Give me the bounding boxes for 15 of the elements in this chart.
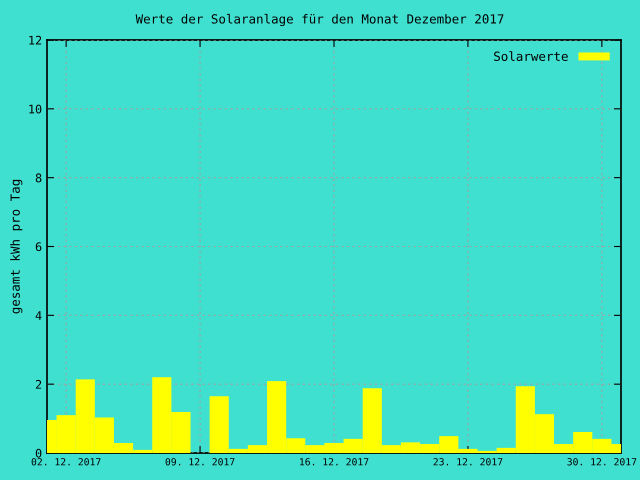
y-tick-label: 12 bbox=[29, 36, 42, 45]
y-tick-label: 2 bbox=[36, 380, 42, 389]
x-tick-label: 30. 12. 2017 bbox=[567, 458, 636, 466]
y-tick-label: 4 bbox=[36, 311, 42, 320]
y-tick-label: 8 bbox=[36, 173, 42, 182]
x-tick-label: 02. 12. 2017 bbox=[32, 458, 101, 466]
y-tick-label: 0 bbox=[36, 448, 42, 458]
chart-title: Werte der Solaranlage für den Monat Dezember 2017 bbox=[136, 14, 504, 26]
x-tick-label: 09. 12. 2017 bbox=[166, 458, 234, 466]
y-tick-label: 6 bbox=[36, 242, 42, 252]
legend-label: Solarwerte bbox=[494, 51, 568, 61]
x-tick-label: 16. 12. 2017 bbox=[300, 458, 368, 466]
y-axis-title: gesamt kWh pro Tag bbox=[10, 180, 22, 314]
x-tick-label: 23. 12. 2017 bbox=[434, 458, 502, 466]
y-tick-label: 10 bbox=[29, 104, 42, 114]
